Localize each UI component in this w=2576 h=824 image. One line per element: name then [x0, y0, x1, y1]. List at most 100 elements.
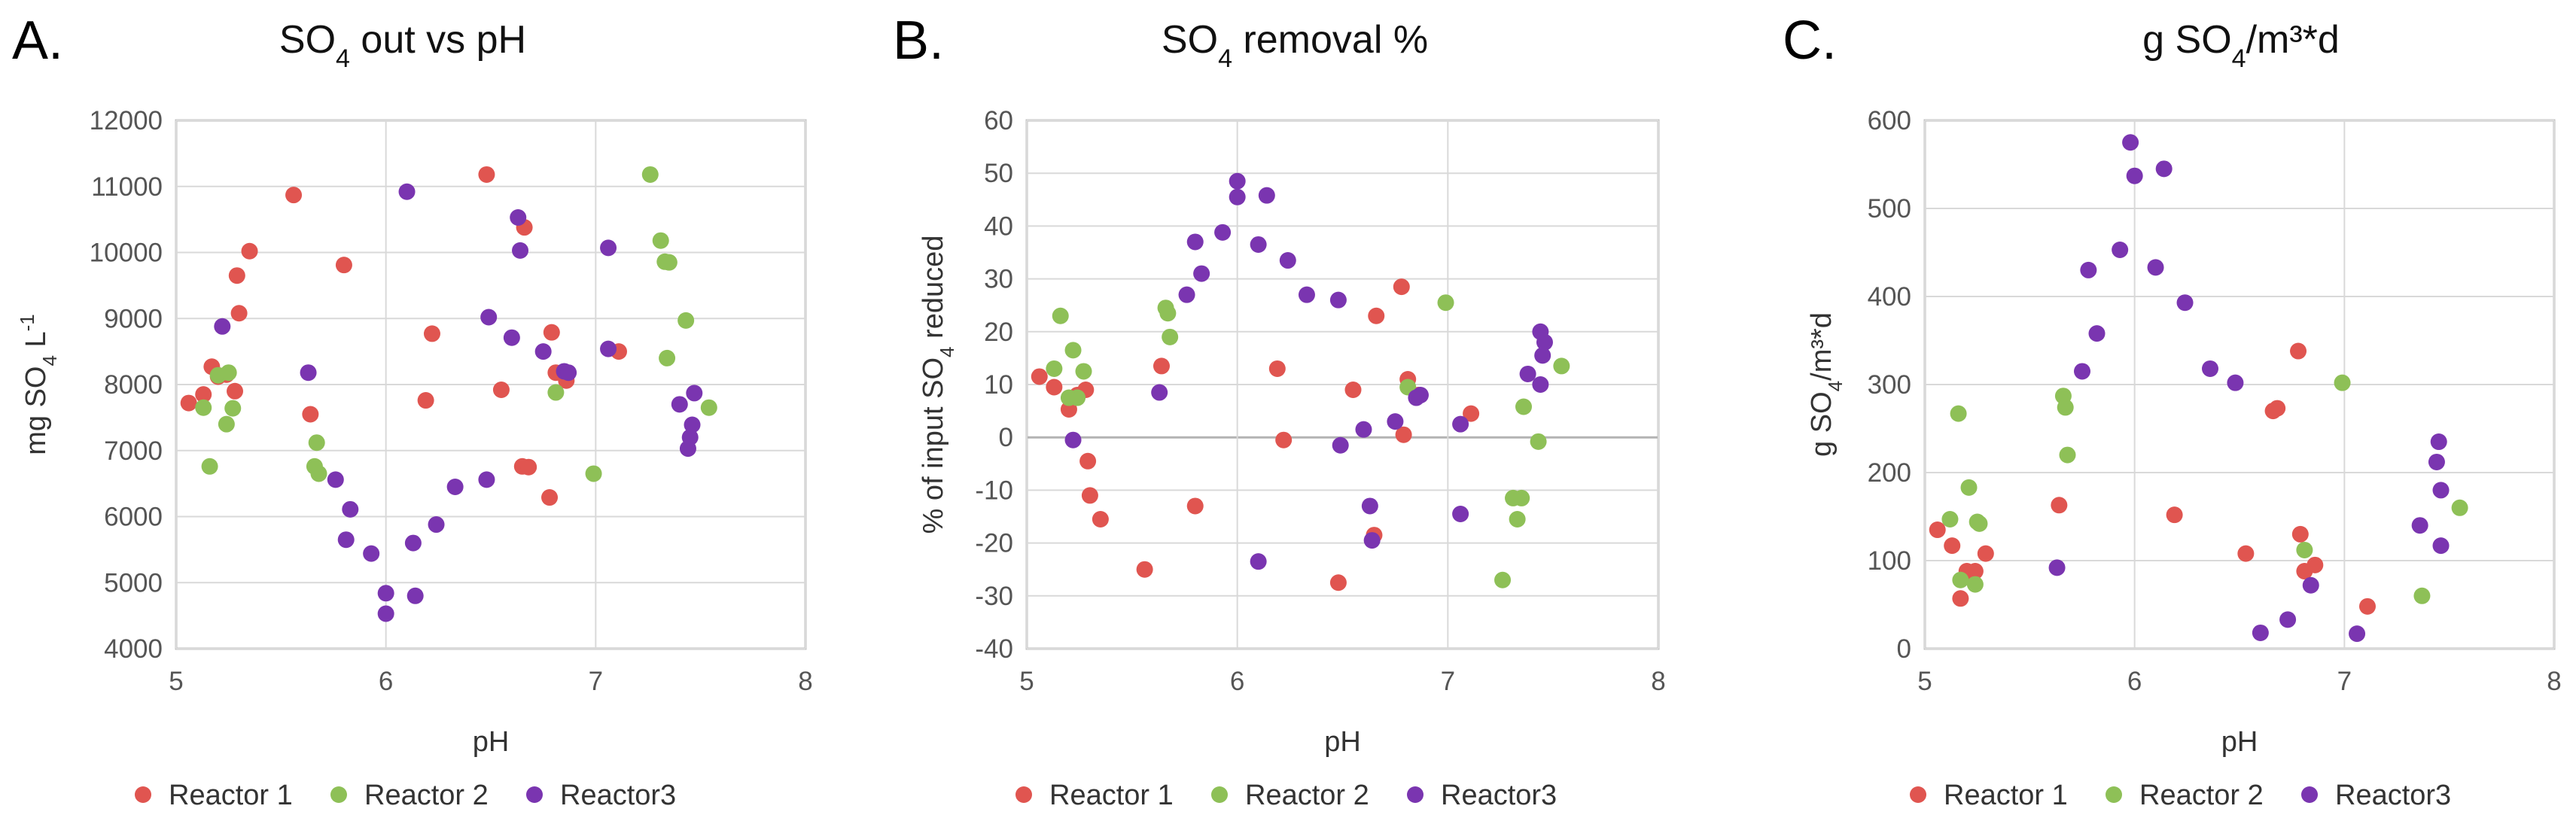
data-point	[2176, 294, 2194, 312]
data-point	[560, 364, 577, 382]
legend: Reactor 1 Reactor 2 Reactor3	[135, 780, 676, 811]
legend-marker	[135, 786, 151, 803]
data-point	[1363, 532, 1381, 549]
chart-panel-1: A. SO4 out vs pH4000500060007000800090001…	[12, 11, 813, 811]
data-point	[1361, 497, 1378, 515]
legend-label: Reactor 1	[1049, 780, 1174, 811]
x-axis-label: pH	[473, 726, 510, 758]
y-tick-label: -30	[975, 582, 1013, 611]
data-point	[1368, 307, 1385, 324]
data-point	[2411, 517, 2428, 534]
data-point	[1971, 515, 1988, 532]
data-point	[1178, 286, 1195, 303]
data-point	[1079, 452, 1097, 470]
data-point	[2296, 541, 2313, 558]
y-tick-label: -40	[975, 634, 1013, 664]
data-point	[423, 325, 440, 342]
title-text: SO	[1162, 18, 1218, 62]
title-subscript: 4	[1218, 44, 1232, 73]
y-tick-label: 5000	[104, 568, 163, 597]
series-reactor3	[214, 183, 703, 622]
data-point	[1193, 265, 1210, 282]
y-tick-label: 60	[984, 106, 1013, 135]
legend-marker	[330, 786, 347, 803]
y-axis-label-text-rest: reduced	[918, 236, 949, 347]
title-text: SO	[279, 18, 336, 62]
data-point	[1344, 382, 1362, 399]
data-point	[227, 382, 244, 400]
data-point	[1268, 360, 1286, 377]
data-point	[1153, 357, 1170, 375]
y-tick-label: 20	[984, 318, 1013, 347]
data-point	[224, 400, 242, 417]
data-point	[417, 392, 434, 409]
y-tick-label: 10	[984, 370, 1013, 400]
data-point	[1250, 236, 1267, 253]
data-point	[1950, 405, 1967, 422]
series-reactor-1	[180, 166, 627, 506]
data-point	[1064, 342, 1082, 359]
y-tick-label: 300	[1868, 370, 1911, 400]
data-point	[1136, 561, 1153, 578]
legend: Reactor 1 Reactor 2 Reactor3	[1015, 780, 1557, 811]
series-reactor-1	[1929, 342, 2376, 615]
data-point	[1329, 574, 1347, 591]
data-point	[1960, 479, 1978, 496]
data-point	[2126, 167, 2143, 184]
data-point	[492, 382, 510, 399]
y-axis-label-superscript: -1	[16, 314, 38, 331]
title-text-rest: /m³*d	[2246, 18, 2340, 62]
legend-marker	[1407, 786, 1423, 803]
data-point	[230, 305, 248, 322]
x-tick-label: 8	[798, 667, 812, 696]
data-point	[2334, 374, 2351, 391]
data-point	[1952, 590, 1969, 607]
data-point	[1387, 413, 1404, 430]
data-point	[2112, 241, 2129, 258]
data-point	[1941, 511, 1959, 528]
x-tick-label: 8	[1651, 667, 1665, 696]
data-point	[2088, 325, 2106, 342]
title-subscript: 4	[336, 44, 350, 73]
y-tick-label: 600	[1868, 106, 1911, 135]
data-point	[1046, 379, 1063, 396]
x-tick-label: 6	[2127, 667, 2142, 696]
data-point	[2430, 433, 2447, 451]
data-point	[1186, 497, 1204, 515]
data-point	[1494, 571, 1512, 588]
y-tick-label: 12000	[90, 106, 163, 135]
data-point	[1214, 223, 1232, 241]
data-point	[1952, 571, 1969, 588]
y-tick-label: 30	[984, 265, 1013, 294]
legend-marker	[1015, 786, 1032, 803]
legend-marker	[1910, 786, 1926, 803]
data-point	[1437, 294, 1454, 312]
x-tick-label: 5	[169, 667, 183, 696]
data-point	[480, 309, 498, 326]
legend-label: Reactor3	[2335, 780, 2451, 811]
data-point	[2155, 160, 2173, 178]
data-point	[327, 471, 344, 488]
y-tick-label: -20	[975, 529, 1013, 558]
y-tick-label: 0	[1897, 634, 1911, 664]
x-tick-label: 7	[589, 667, 603, 696]
data-point	[660, 254, 677, 271]
title-text-rest: removal %	[1232, 18, 1428, 62]
data-point	[1064, 431, 1082, 448]
data-point	[681, 429, 699, 446]
data-point	[377, 605, 394, 622]
data-point	[2432, 482, 2450, 499]
data-point	[1534, 347, 1551, 364]
data-point	[520, 458, 537, 476]
data-point	[228, 267, 245, 284]
series-reactor3	[1064, 172, 1553, 570]
data-point	[1553, 357, 1570, 375]
data-point	[195, 399, 212, 416]
data-point	[2307, 556, 2324, 573]
data-point	[2059, 446, 2076, 464]
y-tick-label: 400	[1868, 282, 1911, 312]
y-axis-label-text-rest: /m³*d	[1806, 312, 1838, 381]
data-point	[1977, 545, 1994, 562]
data-point	[1355, 421, 1372, 438]
